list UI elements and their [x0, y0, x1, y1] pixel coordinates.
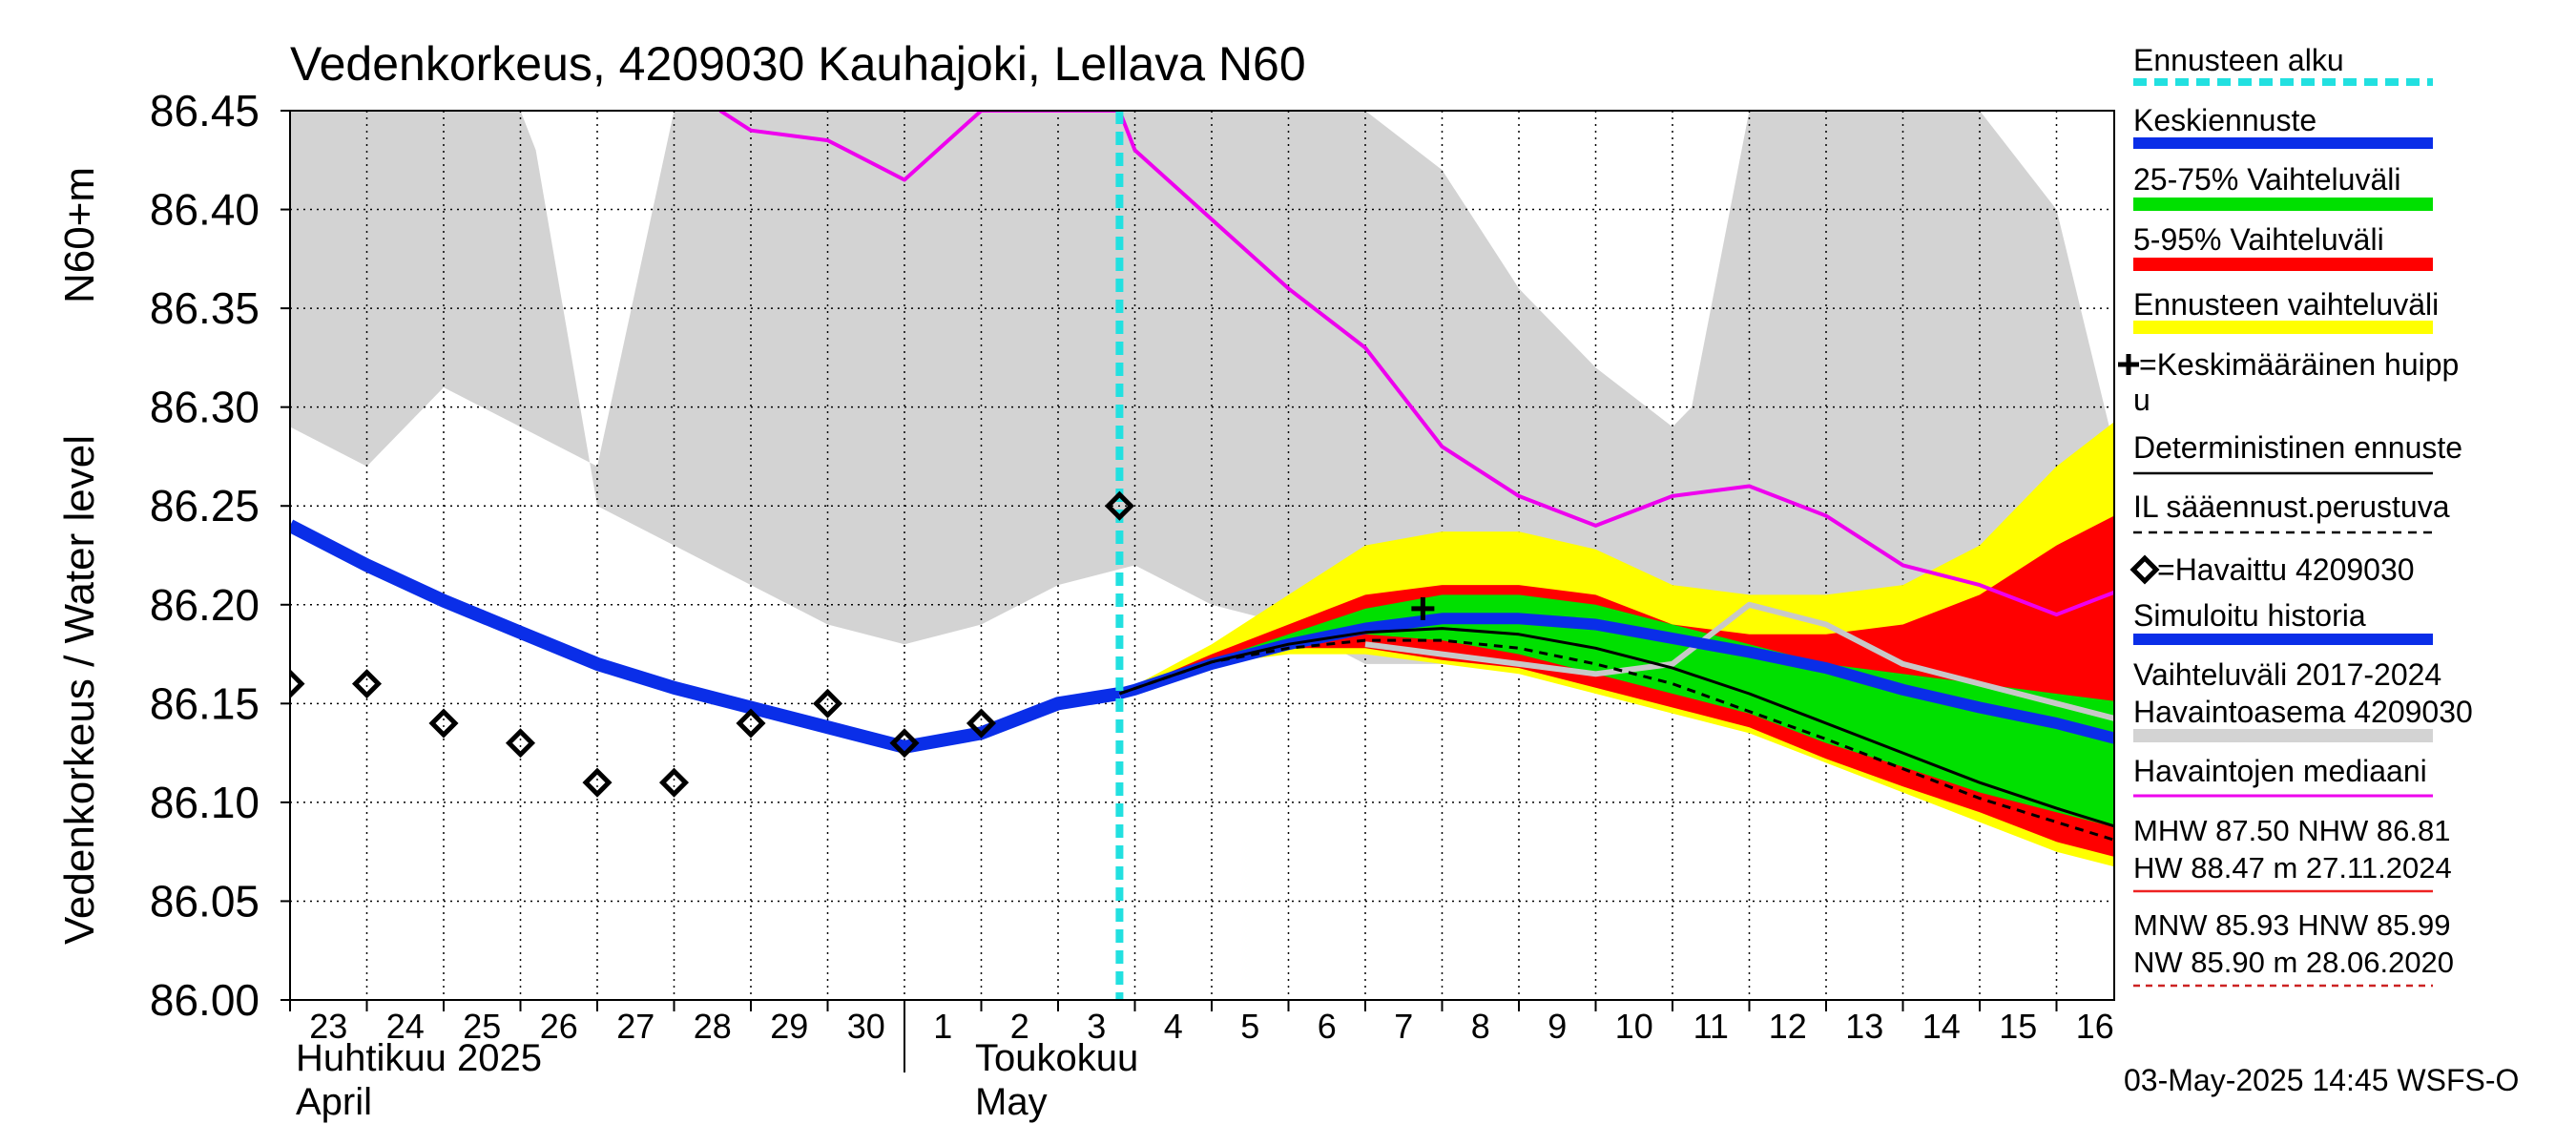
legend-p25-75-label: 25-75% Vaihteluväli	[2133, 162, 2400, 197]
observed-median-line	[718, 111, 2114, 617]
x-tick-label: 27	[616, 1007, 654, 1046]
legend-mhw-line1: MHW 87.50 NHW 86.81	[2133, 814, 2451, 847]
x-tick-label: 25	[463, 1007, 501, 1046]
legend-observed-label: =Havaittu 4209030	[2157, 552, 2415, 587]
il-weather-forecast-line	[1118, 638, 2114, 842]
month-2-fi: Toukokuu	[975, 1037, 1138, 1079]
legend-ensemble-label: Ennusteen vaihteluväli	[2133, 287, 2439, 322]
y-axis-unit: N60+m	[56, 167, 103, 303]
forecast-25-75-band	[1119, 594, 2114, 827]
legend-deterministic-label: Deterministinen ennuste	[2133, 430, 2462, 465]
x-tick-label: 16	[2076, 1007, 2114, 1046]
p5-95-area	[1119, 515, 2114, 857]
x-tick-label: 28	[694, 1007, 732, 1046]
x-tick-label: 11	[1693, 1007, 1729, 1046]
observed-point	[736, 708, 766, 739]
timestamp: 03-May-2025 14:45 WSFS-O	[2124, 1063, 2519, 1097]
x-axis: 23 24 25 26 27 28 29 30 1 2 3 4 5 6 7 8 9 10 11 12 13 14 15 16	[289, 1000, 2114, 1072]
y-tick-label: 86.00	[150, 975, 260, 1025]
plot-frame	[289, 110, 2115, 1001]
legend-mnw-line2: NW 85.90 m 28.06.2020	[2133, 946, 2454, 979]
history-range-band	[290, 111, 2114, 718]
x-tick-label: 14	[1922, 1007, 1961, 1046]
month-2-en: May	[975, 1081, 1048, 1123]
x-tick-label: 6	[1318, 1007, 1337, 1046]
legend-p5-95-label: 5-95% Vaihteluväli	[2133, 222, 2384, 257]
x-tick-label: 8	[1471, 1007, 1490, 1046]
observed-point	[428, 708, 459, 739]
y-tick-label: 86.35	[150, 283, 260, 333]
observed-point	[812, 688, 843, 718]
grid	[290, 111, 2114, 1000]
observed-point	[582, 767, 613, 798]
mean-peak-marker	[1411, 596, 1435, 620]
x-tick-label: 24	[386, 1007, 425, 1046]
y-tick-label: 86.15	[150, 678, 260, 728]
observed-point	[290, 669, 305, 699]
x-tick-label: 13	[1845, 1007, 1883, 1046]
simulated-history-line	[290, 519, 1121, 754]
history-range-line	[1364, 601, 2114, 721]
observed-point	[889, 728, 920, 759]
x-tick-label: 3	[1087, 1007, 1106, 1046]
series-lines	[290, 111, 2114, 1000]
forecast-5-95-band	[1119, 515, 2114, 857]
legend-peak-label-line1: =Keskimääräinen huipp	[2139, 347, 2459, 382]
legend-mean-label: Keskiennuste	[2133, 103, 2316, 137]
deterministic-forecast-line	[1118, 627, 2114, 828]
legend-simulated-label: Simuloitu historia	[2133, 598, 2366, 633]
x-tick-label: 12	[1769, 1007, 1807, 1046]
y-axis-label: Vedenkorkeus / Water level	[56, 435, 103, 945]
legend: Ennusteen alku Keskiennuste 25-75% Vaiht…	[2118, 43, 2473, 988]
legend-range-label-line1: Vaihteluväli 2017-2024	[2133, 657, 2441, 692]
observed-point	[505, 728, 536, 759]
chart-title: Vedenkorkeus, 4209030 Kauhajoki, Lellava…	[290, 37, 1306, 91]
x-tick-label: 5	[1240, 1007, 1259, 1046]
x-tick-label: 29	[770, 1007, 808, 1046]
month-1-fi: Huhtikuu 2025	[296, 1037, 542, 1079]
legend-range-label-line2: Havaintoasema 4209030	[2133, 695, 2473, 729]
legend-observed-diamond-icon	[2129, 554, 2160, 585]
y-axis: 86.00 86.05 86.10 86.15 86.20 86.25 86.30 86.35…	[150, 86, 290, 1025]
x-tick-label: 30	[847, 1007, 885, 1046]
legend-mnw-line1: MNW 85.93 HNW 85.99	[2133, 908, 2451, 942]
x-tick-label: 26	[540, 1007, 578, 1046]
observed-markers	[290, 490, 1435, 798]
x-tick-label: 4	[1164, 1007, 1183, 1046]
history-range-area	[290, 111, 2114, 718]
legend-peak-marker-icon	[2118, 354, 2139, 375]
x-tick-label: 15	[1999, 1007, 2037, 1046]
legend-peak-label-line2: u	[2133, 383, 2150, 417]
y-tick-label: 86.30	[150, 383, 260, 432]
observed-point	[966, 708, 997, 739]
y-tick-label: 86.45	[150, 86, 260, 135]
legend-median-label: Havaintojen mediaani	[2133, 754, 2427, 788]
observed-point	[1104, 490, 1134, 521]
y-tick-label: 86.10	[150, 778, 260, 827]
month-1-en: April	[296, 1081, 372, 1123]
p25-75-area	[1119, 594, 2114, 827]
legend-forecast-start-label: Ennusteen alku	[2133, 43, 2344, 77]
legend-il-label: IL sääennust.perustuva	[2133, 489, 2450, 524]
x-tick-label: 9	[1548, 1007, 1567, 1046]
x-tick-label: 1	[933, 1007, 952, 1046]
x-tick-label: 7	[1394, 1007, 1413, 1046]
y-tick-label: 86.20	[150, 580, 260, 630]
legend-mhw-line2: HW 88.47 m 27.11.2024	[2133, 851, 2452, 885]
x-tick-label: 23	[309, 1007, 347, 1046]
x-tick-label: 2	[1010, 1007, 1029, 1046]
y-tick-label: 86.40	[150, 185, 260, 235]
y-tick-label: 86.05	[150, 876, 260, 926]
observed-point	[658, 767, 690, 798]
y-tick-label: 86.25	[150, 481, 260, 531]
observed-point	[351, 669, 383, 699]
x-tick-label: 10	[1615, 1007, 1653, 1046]
